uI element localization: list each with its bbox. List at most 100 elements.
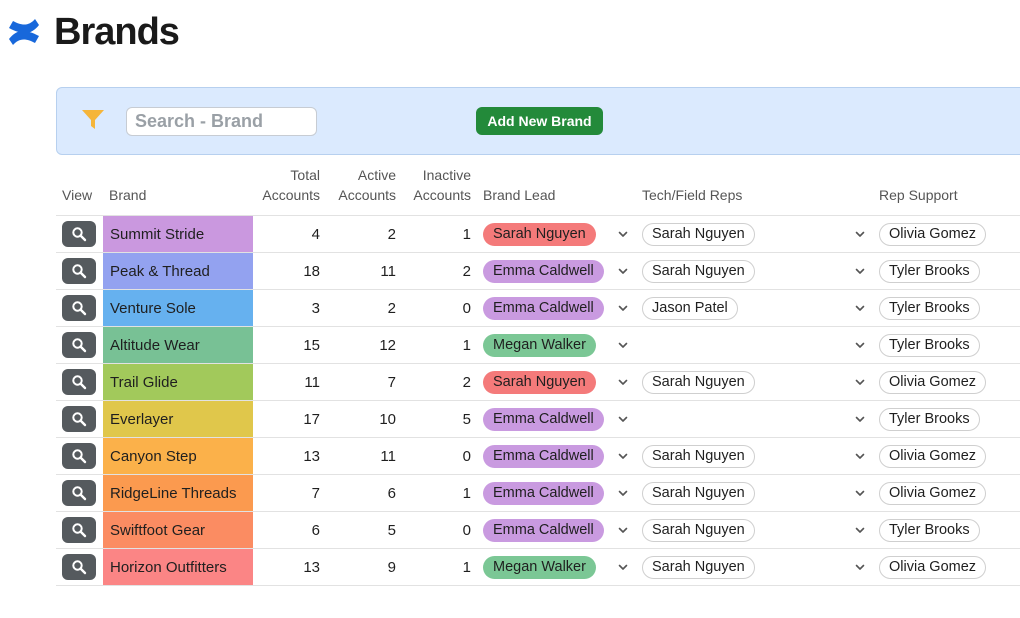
total-accounts: 11 bbox=[304, 373, 320, 391]
magnifier-icon bbox=[72, 449, 87, 464]
view-cell bbox=[56, 363, 103, 401]
active-accounts-cell: 7 bbox=[326, 363, 402, 401]
chevron-down-icon[interactable] bbox=[616, 301, 630, 315]
rep-support-pill: Olivia Gomez bbox=[879, 370, 987, 394]
total-accounts: 17 bbox=[303, 410, 320, 428]
tech-field-reps-cell[interactable]: Sarah Nguyen bbox=[636, 363, 873, 401]
inactive-accounts: 0 bbox=[462, 299, 471, 317]
tech-field-reps-cell[interactable] bbox=[636, 400, 873, 438]
view-brand-button[interactable] bbox=[62, 554, 96, 580]
tech-field-reps-cell[interactable]: Sarah Nguyen bbox=[636, 215, 873, 253]
tech-rep-pill: Sarah Nguyen bbox=[642, 555, 755, 579]
header-rep-support: Rep Support bbox=[873, 165, 1020, 216]
brand-lead-pill: Emma Caldwell bbox=[483, 296, 604, 320]
rep-support-cell[interactable]: Tyler Brooks bbox=[873, 289, 1020, 327]
brand-lead-cell[interactable]: Sarah Nguyen bbox=[477, 363, 636, 401]
chevron-down-icon[interactable] bbox=[616, 486, 630, 500]
active-accounts: 9 bbox=[387, 558, 396, 576]
chevron-down-icon[interactable] bbox=[853, 375, 867, 389]
brand-lead-cell[interactable]: Emma Caldwell bbox=[477, 511, 636, 549]
brand-lead-cell[interactable]: Megan Walker bbox=[477, 548, 636, 586]
brand-lead-cell[interactable]: Sarah Nguyen bbox=[477, 215, 636, 253]
rep-support-cell[interactable]: Tyler Brooks bbox=[873, 252, 1020, 290]
chevron-down-icon[interactable] bbox=[853, 523, 867, 537]
chevron-down-icon[interactable] bbox=[853, 301, 867, 315]
total-accounts-cell: 4 bbox=[253, 215, 326, 253]
active-accounts: 5 bbox=[387, 521, 396, 539]
chevron-down-icon[interactable] bbox=[616, 227, 630, 241]
chevron-down-icon[interactable] bbox=[853, 264, 867, 278]
brand-lead-cell[interactable]: Megan Walker bbox=[477, 326, 636, 364]
chevron-down-icon[interactable] bbox=[853, 338, 867, 352]
tech-field-reps-cell[interactable]: Sarah Nguyen bbox=[636, 437, 873, 475]
chevron-down-icon[interactable] bbox=[616, 338, 630, 352]
chevron-down-icon[interactable] bbox=[853, 227, 867, 241]
tech-rep-pill: Sarah Nguyen bbox=[642, 222, 755, 246]
chevron-down-icon[interactable] bbox=[616, 523, 630, 537]
view-brand-button[interactable] bbox=[62, 406, 96, 432]
rep-support-cell[interactable]: Olivia Gomez bbox=[873, 363, 1020, 401]
inactive-accounts: 1 bbox=[462, 336, 471, 354]
chevron-down-icon[interactable] bbox=[853, 412, 867, 426]
brand-lead-cell[interactable]: Emma Caldwell bbox=[477, 400, 636, 438]
magnifier-icon bbox=[72, 301, 87, 316]
rep-support-cell[interactable]: Olivia Gomez bbox=[873, 548, 1020, 586]
brand-lead-cell[interactable]: Emma Caldwell bbox=[477, 437, 636, 475]
brand-lead-cell[interactable]: Emma Caldwell bbox=[477, 252, 636, 290]
brand-lead-cell[interactable]: Emma Caldwell bbox=[477, 474, 636, 512]
magnifier-icon bbox=[72, 560, 87, 575]
rep-support-cell[interactable]: Tyler Brooks bbox=[873, 511, 1020, 549]
brand-lead-cell[interactable]: Emma Caldwell bbox=[477, 289, 636, 327]
inactive-accounts: 2 bbox=[462, 262, 471, 280]
total-accounts-cell: 13 bbox=[253, 437, 326, 475]
view-brand-button[interactable] bbox=[62, 517, 96, 543]
brand-lead-pill: Megan Walker bbox=[483, 333, 596, 357]
rep-support-cell[interactable]: Tyler Brooks bbox=[873, 326, 1020, 364]
table-row: Summit Stride 4 2 1 Sarah Nguyen Sarah N… bbox=[56, 215, 1020, 253]
rep-support-cell[interactable]: Olivia Gomez bbox=[873, 474, 1020, 512]
chevron-down-icon[interactable] bbox=[616, 412, 630, 426]
chevron-down-icon[interactable] bbox=[853, 449, 867, 463]
tech-field-reps-cell[interactable]: Jason Patel bbox=[636, 289, 873, 327]
rep-support-pill: Olivia Gomez bbox=[879, 222, 987, 246]
view-brand-button[interactable] bbox=[62, 369, 96, 395]
chevron-down-icon[interactable] bbox=[616, 560, 630, 574]
rep-support-cell[interactable]: Olivia Gomez bbox=[873, 437, 1020, 475]
search-brand-input[interactable] bbox=[126, 107, 317, 136]
filter-icon[interactable] bbox=[81, 109, 105, 131]
chevron-down-icon[interactable] bbox=[853, 560, 867, 574]
view-cell bbox=[56, 326, 103, 364]
view-cell bbox=[56, 511, 103, 549]
view-brand-button[interactable] bbox=[62, 443, 96, 469]
tech-field-reps-cell[interactable]: Sarah Nguyen bbox=[636, 548, 873, 586]
view-cell bbox=[56, 400, 103, 438]
view-brand-button[interactable] bbox=[62, 221, 96, 247]
view-brand-button[interactable] bbox=[62, 295, 96, 321]
total-accounts-cell: 6 bbox=[253, 511, 326, 549]
inactive-accounts-cell: 1 bbox=[402, 215, 477, 253]
brand-lead-pill: Sarah Nguyen bbox=[483, 222, 596, 246]
total-accounts: 6 bbox=[311, 521, 320, 539]
chevron-down-icon[interactable] bbox=[616, 375, 630, 389]
table-row: Swiftfoot Gear 6 5 0 Emma Caldwell Sarah… bbox=[56, 511, 1020, 549]
rep-support-cell[interactable]: Olivia Gomez bbox=[873, 215, 1020, 253]
chevron-down-icon[interactable] bbox=[853, 486, 867, 500]
chevron-down-icon[interactable] bbox=[616, 264, 630, 278]
tech-field-reps-cell[interactable] bbox=[636, 326, 873, 364]
tech-field-reps-cell[interactable]: Sarah Nguyen bbox=[636, 252, 873, 290]
tech-field-reps-cell[interactable]: Sarah Nguyen bbox=[636, 474, 873, 512]
view-brand-button[interactable] bbox=[62, 332, 96, 358]
total-accounts-cell: 17 bbox=[253, 400, 326, 438]
chevron-down-icon[interactable] bbox=[616, 449, 630, 463]
table-row: Horizon Outfitters 13 9 1 Megan Walker S… bbox=[56, 548, 1020, 586]
tech-field-reps-cell[interactable]: Sarah Nguyen bbox=[636, 511, 873, 549]
magnifier-icon bbox=[72, 523, 87, 538]
header-active-accounts: Active Accounts bbox=[326, 165, 402, 216]
rep-support-cell[interactable]: Tyler Brooks bbox=[873, 400, 1020, 438]
view-brand-button[interactable] bbox=[62, 480, 96, 506]
tech-rep-pill: Sarah Nguyen bbox=[642, 518, 755, 542]
inactive-accounts: 1 bbox=[462, 225, 471, 243]
add-new-brand-button[interactable]: Add New Brand bbox=[476, 107, 603, 135]
view-brand-button[interactable] bbox=[62, 258, 96, 284]
inactive-accounts: 0 bbox=[462, 521, 471, 539]
